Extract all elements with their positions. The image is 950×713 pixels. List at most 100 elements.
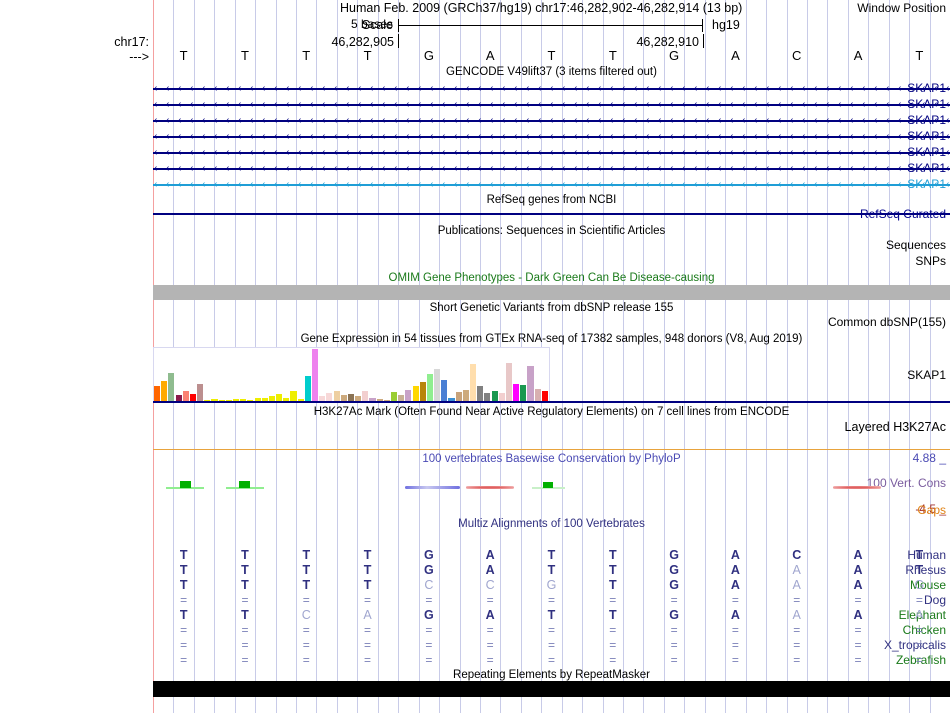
sequence-base[interactable]: T (240, 48, 249, 63)
sequence-base[interactable]: T (547, 48, 556, 63)
gtex-tissue-bar[interactable] (161, 380, 168, 401)
gtex-tissue-bar[interactable] (376, 398, 383, 401)
gtex-tissue-bar[interactable] (405, 389, 412, 401)
sequence-base[interactable]: T (302, 48, 311, 63)
sequence-base[interactable]: T (608, 48, 617, 63)
gtex-tissue-bar[interactable] (218, 399, 225, 401)
gtex-tissue-bar[interactable] (477, 386, 484, 401)
gtex-tissue-bar[interactable] (383, 399, 390, 401)
sequence-base[interactable]: T (179, 48, 188, 63)
gtex-tissue-bar[interactable] (233, 398, 240, 401)
gtex-gene-label[interactable]: SKAP1 (907, 368, 946, 382)
gtex-tissue-bar[interactable] (283, 397, 290, 401)
gtex-tissue-bar[interactable] (204, 399, 211, 401)
gtex-tissue-bar[interactable] (491, 390, 498, 401)
gtex-tissue-bar[interactable] (505, 362, 512, 401)
gtex-tissue-bar[interactable] (319, 396, 326, 401)
sequences-label[interactable]: Sequences (885, 238, 946, 252)
gtex-tissue-bar[interactable] (276, 394, 283, 401)
sequence-base[interactable]: T (363, 48, 372, 63)
gtex-tissue-bar[interactable] (527, 365, 534, 401)
gencode-transcript-row[interactable]: ‹ ‹ ‹ ‹ ‹ ‹ ‹ ‹ ‹ ‹ ‹ ‹ ‹ ‹ ‹ ‹ ‹ ‹ ‹ ‹ ‹ ‹ ‹ ‹ ‹ ‹ ‹ ‹ ‹ ‹ ‹ ‹ ‹ ‹ ‹ ‹ ‹ ‹ ‹ ‹… (153, 177, 950, 192)
gtex-tissue-bar[interactable] (441, 379, 448, 401)
gtex-tissue-bar[interactable] (211, 398, 218, 401)
multiz-species-label[interactable]: Rhesus (905, 563, 946, 577)
omim-gene-band[interactable] (153, 285, 950, 300)
gencode-transcript-row[interactable]: ‹ ‹ ‹ ‹ ‹ ‹ ‹ ‹ ‹ ‹ ‹ ‹ ‹ ‹ ‹ ‹ ‹ ‹ ‹ ‹ ‹ ‹ ‹ ‹ ‹ ‹ ‹ ‹ ‹ ‹ ‹ ‹ ‹ ‹ ‹ ‹ ‹ ‹ ‹ ‹… (153, 97, 950, 112)
gtex-tissue-bar[interactable] (434, 369, 441, 401)
gtex-tissue-bar[interactable] (426, 373, 433, 401)
gtex-tissue-bar[interactable] (333, 390, 340, 401)
gtex-tissue-bar[interactable] (154, 386, 161, 401)
gtex-tissue-bar[interactable] (168, 372, 175, 401)
gtex-tissue-bar[interactable] (520, 385, 527, 401)
gencode-transcript-row[interactable]: ‹ ‹ ‹ ‹ ‹ ‹ ‹ ‹ ‹ ‹ ‹ ‹ ‹ ‹ ‹ ‹ ‹ ‹ ‹ ‹ ‹ ‹ ‹ ‹ ‹ ‹ ‹ ‹ ‹ ‹ ‹ ‹ ‹ ‹ ‹ ‹ ‹ ‹ ‹ ‹… (153, 145, 950, 160)
sequence-base[interactable]: G (423, 48, 434, 63)
gencode-transcript-row[interactable]: ‹ ‹ ‹ ‹ ‹ ‹ ‹ ‹ ‹ ‹ ‹ ‹ ‹ ‹ ‹ ‹ ‹ ‹ ‹ ‹ ‹ ‹ ‹ ‹ ‹ ‹ ‹ ‹ ‹ ‹ ‹ ‹ ‹ ‹ ‹ ‹ ‹ ‹ ‹ ‹… (153, 161, 950, 176)
multiz-species-label[interactable]: Elephant (898, 608, 946, 622)
multiz-species-label[interactable]: Mouse (909, 578, 946, 592)
multiz-species-row[interactable]: = = = = = = = = = = = = = (0, 623, 950, 638)
gtex-tissue-bar[interactable] (225, 399, 232, 401)
gtex-tissue-bar[interactable] (304, 376, 311, 401)
gtex-tissue-bar[interactable] (513, 384, 520, 401)
gtex-tissue-bar[interactable] (268, 396, 275, 401)
gencode-transcript-row[interactable]: ‹ ‹ ‹ ‹ ‹ ‹ ‹ ‹ ‹ ‹ ‹ ‹ ‹ ‹ ‹ ‹ ‹ ‹ ‹ ‹ ‹ ‹ ‹ ‹ ‹ ‹ ‹ ‹ ‹ ‹ ‹ ‹ ‹ ‹ ‹ ‹ ‹ ‹ ‹ ‹… (153, 129, 950, 144)
gtex-tissue-bar[interactable] (419, 381, 426, 401)
snps-label[interactable]: SNPs (915, 254, 946, 268)
gtex-tissue-bar[interactable] (182, 390, 189, 401)
multiz-species-label[interactable]: Dog (923, 593, 946, 607)
refseq-feature-line[interactable] (153, 213, 950, 215)
conservation-track-label[interactable]: 100 Vert. Cons (866, 476, 946, 490)
gtex-tissue-bar[interactable] (247, 399, 254, 401)
gencode-transcript-row[interactable]: ‹ ‹ ‹ ‹ ‹ ‹ ‹ ‹ ‹ ‹ ‹ ‹ ‹ ‹ ‹ ‹ ‹ ‹ ‹ ‹ ‹ ‹ ‹ ‹ ‹ ‹ ‹ ‹ ‹ ‹ ‹ ‹ ‹ ‹ ‹ ‹ ‹ ‹ ‹ ‹… (153, 113, 950, 128)
sequence-base[interactable]: A (853, 48, 863, 63)
gtex-tissue-bar[interactable] (189, 394, 196, 401)
gtex-tissue-bar[interactable] (175, 395, 182, 401)
gtex-tissue-bar[interactable] (470, 363, 477, 401)
gtex-tissue-bar[interactable] (197, 384, 204, 401)
layered-h3k27ac-label[interactable]: Layered H3K27Ac (844, 420, 946, 434)
gtex-tissue-bar[interactable] (312, 349, 319, 401)
gtex-tissue-bar[interactable] (362, 390, 369, 401)
multiz-species-row[interactable]: = = = = = = = = = = = = = (0, 653, 950, 668)
gtex-tissue-bar[interactable] (455, 391, 462, 401)
sequence-base[interactable]: A (731, 48, 740, 63)
gtex-expression-chart[interactable] (153, 347, 550, 402)
gtex-tissue-bar[interactable] (355, 396, 362, 401)
sequence-base[interactable]: A (485, 48, 495, 63)
gtex-tissue-bar[interactable] (448, 397, 455, 401)
multiz-species-label[interactable]: Zebrafish (895, 653, 946, 667)
gtex-tissue-bar[interactable] (340, 395, 347, 401)
gtex-tissue-bar[interactable] (498, 393, 505, 401)
gaps-label[interactable]: Gaps (917, 503, 946, 517)
sequence-base[interactable]: T (915, 48, 924, 63)
gtex-tissue-bar[interactable] (484, 393, 491, 401)
gtex-tissue-bar[interactable] (391, 391, 398, 401)
gtex-tissue-bar[interactable] (347, 394, 354, 401)
gtex-tissue-bar[interactable] (398, 395, 405, 401)
multiz-species-label[interactable]: X_tropicalis (883, 638, 946, 652)
gtex-tissue-bar[interactable] (261, 397, 268, 401)
gtex-tissue-bar[interactable] (534, 388, 541, 401)
gencode-transcript-row[interactable]: ‹ ‹ ‹ ‹ ‹ ‹ ‹ ‹ ‹ ‹ ‹ ‹ ‹ ‹ ‹ ‹ ‹ ‹ ‹ ‹ ‹ ‹ ‹ ‹ ‹ ‹ ‹ ‹ ‹ ‹ ‹ ‹ ‹ ‹ ‹ ‹ ‹ ‹ ‹ ‹… (153, 81, 950, 96)
gtex-tissue-bar[interactable] (412, 386, 419, 401)
gtex-tissue-bar[interactable] (462, 389, 469, 401)
gtex-tissue-bar[interactable] (326, 393, 333, 401)
multiz-species-row[interactable]: = = = = = = = = = = = = = (0, 638, 950, 653)
repeatmasker-band[interactable] (153, 681, 950, 697)
gtex-tissue-bar[interactable] (297, 398, 304, 401)
multiz-species-row[interactable]: = = = = = = = = = = = = = (0, 593, 950, 608)
sequence-base[interactable]: C (792, 48, 802, 63)
common-dbsnp-label[interactable]: Common dbSNP(155) (827, 315, 946, 329)
gtex-tissue-bar[interactable] (254, 397, 261, 401)
sequence-base[interactable]: G (669, 48, 680, 63)
gtex-tissue-bar[interactable] (369, 397, 376, 401)
gtex-tissue-bar[interactable] (290, 390, 297, 401)
multiz-species-label[interactable]: Human (907, 548, 946, 562)
